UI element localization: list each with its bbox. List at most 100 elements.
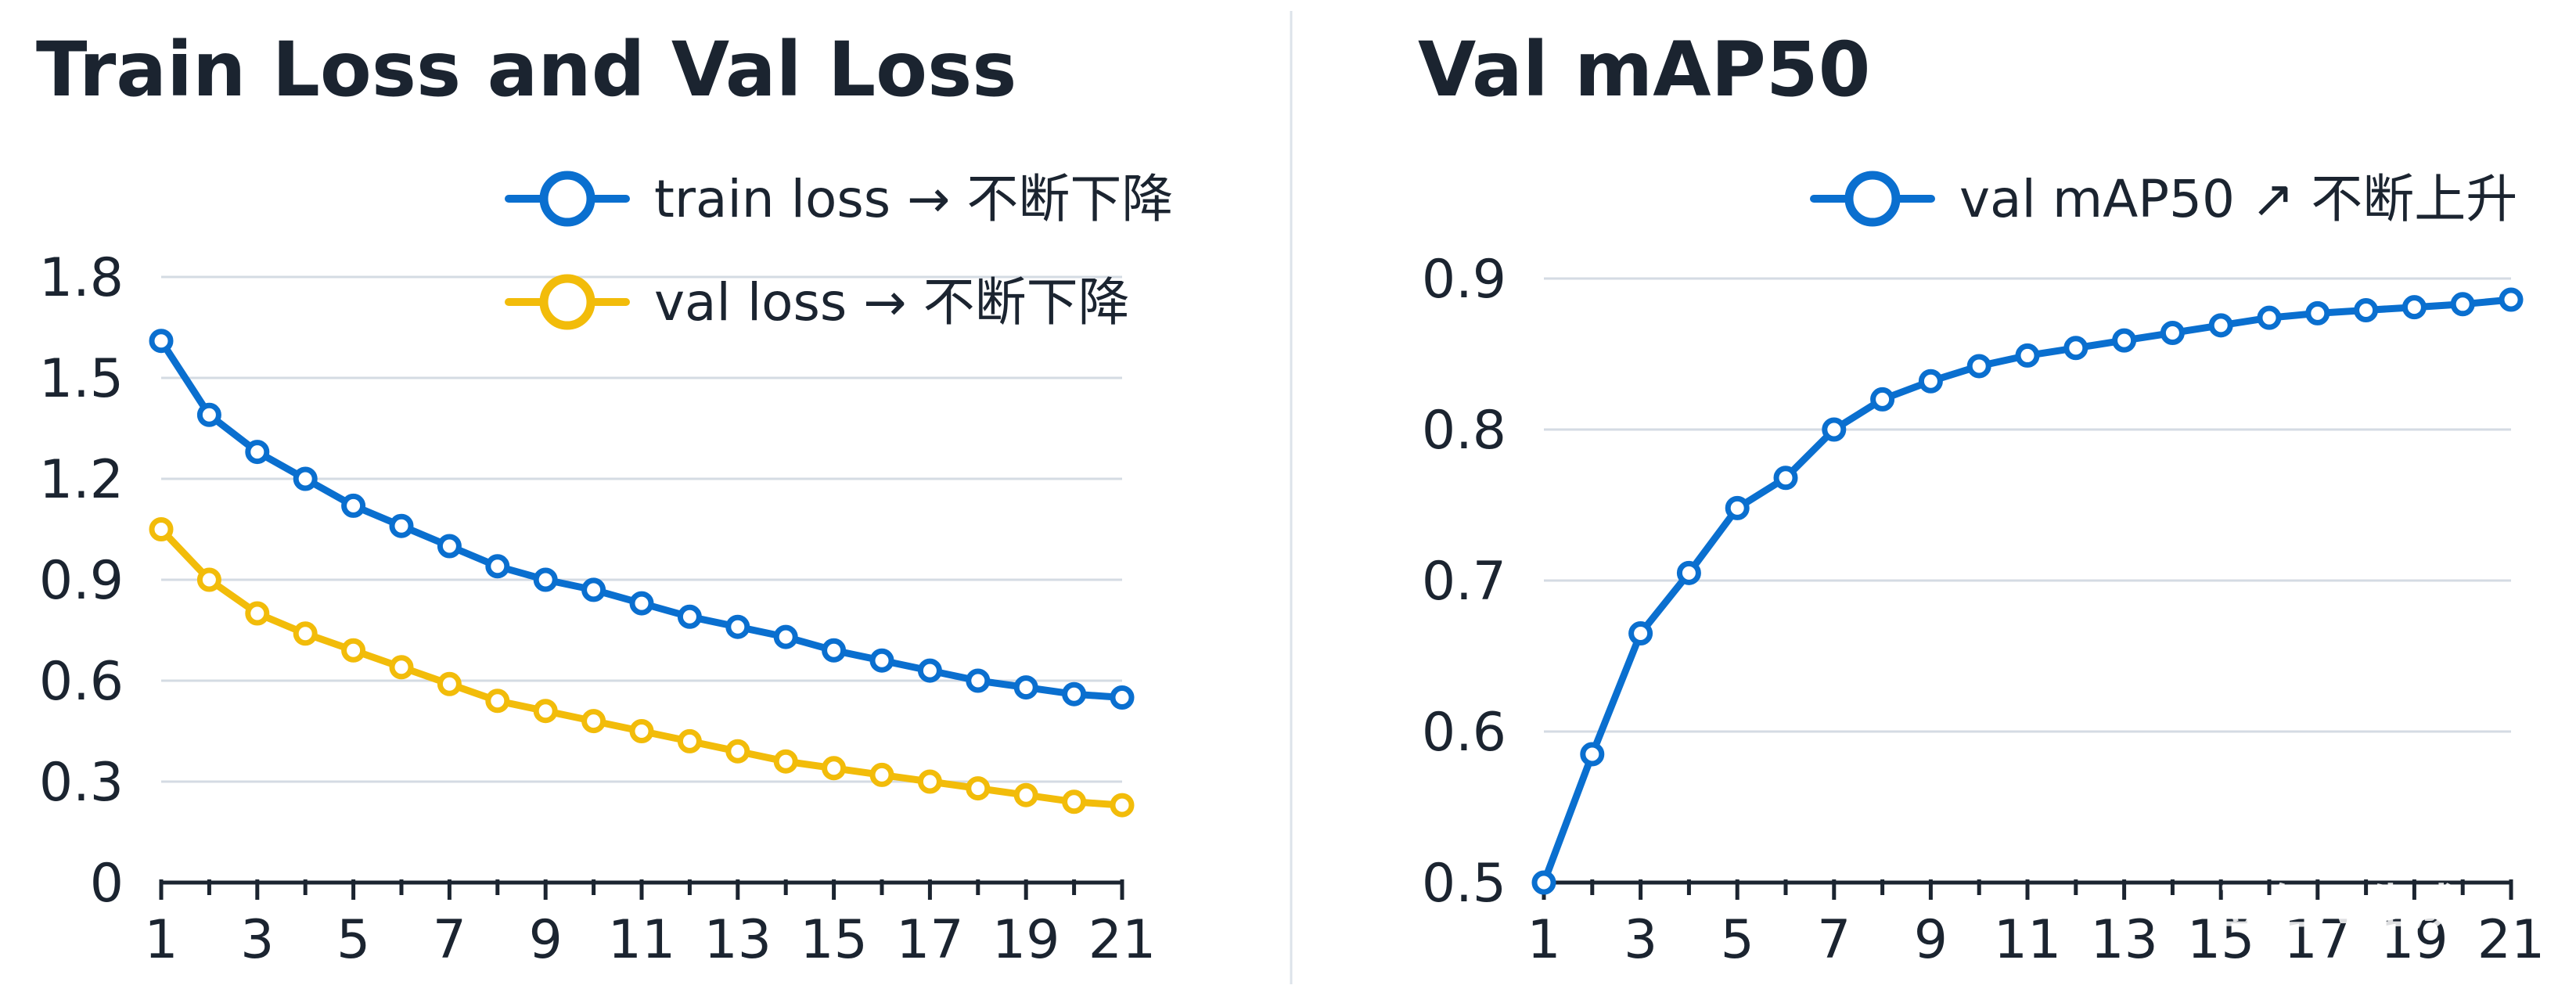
data-point: [341, 493, 366, 518]
data-point: [629, 591, 654, 616]
x-tick-label: 19: [992, 909, 1060, 971]
data-point: [245, 440, 270, 465]
y-tick-label: 1.8: [39, 247, 124, 309]
data-point: [966, 776, 991, 801]
x-tick-label: 21: [1088, 909, 1157, 971]
data-point: [677, 728, 702, 753]
legend-item: val loss → 不断下降: [505, 272, 1130, 333]
data-point: [2402, 295, 2427, 320]
x-tick-label: 7: [1817, 909, 1851, 971]
series-1: [149, 329, 1135, 710]
data-point: [1531, 870, 1556, 895]
legend-marker-icon: [539, 274, 595, 330]
data-point: [533, 567, 558, 592]
data-point: [966, 668, 991, 693]
data-point: [485, 554, 510, 579]
x-tick-label: 5: [336, 909, 370, 971]
data-point: [1725, 495, 1750, 520]
data-point: [822, 638, 847, 663]
data-point: [1966, 354, 1991, 379]
data-point: [2015, 343, 2040, 368]
data-point: [629, 719, 654, 743]
data-point: [293, 466, 318, 491]
y-tick-label: 0.8: [1422, 400, 1506, 462]
legend-item: train loss → 不断下降: [505, 169, 1173, 229]
y-tick-label: 1.5: [39, 348, 124, 410]
data-point: [2450, 292, 2475, 317]
data-point: [917, 658, 942, 683]
x-tick-label: 9: [529, 909, 563, 971]
legend-label: val loss → 不断下降: [654, 272, 1130, 333]
x-tick-label: 13: [704, 909, 772, 971]
y-tick-label: 0: [90, 853, 124, 915]
data-point: [149, 329, 174, 354]
series-1: [1531, 287, 2524, 895]
x-tick-label: 13: [2090, 909, 2158, 971]
data-point: [1870, 387, 1895, 412]
data-point: [581, 577, 606, 602]
y-tick-label: 0.6: [1422, 702, 1506, 764]
data-point: [485, 689, 510, 714]
data-point: [1062, 789, 1087, 814]
data-point: [1062, 681, 1087, 707]
x-tick-label: 11: [1994, 909, 2062, 971]
data-point: [581, 709, 606, 734]
data-point: [869, 762, 894, 787]
data-point: [389, 655, 414, 680]
data-point: [196, 567, 221, 592]
data-point: [1110, 793, 1135, 818]
data-point: [1822, 417, 1847, 442]
data-point: [2305, 300, 2330, 325]
legend-marker-icon: [539, 171, 595, 227]
data-point: [1773, 466, 1798, 491]
y-tick-label: 0.3: [39, 752, 124, 814]
series-line: [158, 527, 1123, 809]
data-point: [437, 534, 462, 559]
data-point: [196, 402, 221, 427]
data-point: [245, 601, 270, 626]
x-tick-label: 19: [2380, 909, 2448, 971]
y-tick-label: 0.7: [1422, 551, 1506, 613]
data-point: [822, 756, 847, 781]
y-tick-label: 0.5: [1422, 853, 1506, 915]
data-point: [1580, 742, 1605, 767]
x-tick-label: 3: [240, 909, 274, 971]
legend-marker-icon: [1844, 171, 1901, 227]
data-point: [389, 513, 414, 538]
data-point: [725, 739, 750, 764]
data-point: [725, 614, 750, 639]
legend-label: train loss → 不断下降: [654, 169, 1173, 229]
y-tick-label: 0.9: [39, 550, 124, 612]
x-tick-label: 11: [608, 909, 676, 971]
data-point: [2499, 287, 2524, 312]
x-tick-label: 3: [1624, 909, 1657, 971]
x-tick-label: 1: [1527, 909, 1560, 971]
x-tick-label: 21: [2477, 909, 2545, 971]
data-point: [2257, 305, 2282, 330]
data-point: [2160, 320, 2185, 345]
x-tick-label: 17: [2284, 909, 2352, 971]
data-point: [1110, 685, 1135, 710]
data-point: [773, 749, 798, 774]
y-tick-label: 1.2: [39, 449, 124, 511]
data-point: [293, 621, 318, 646]
data-point: [917, 769, 942, 794]
legend-label: val mAP50 ↗ 不断上升: [1959, 169, 2517, 229]
x-tick-label: 15: [800, 909, 868, 971]
x-tick-label: 9: [1914, 909, 1948, 971]
data-point: [1628, 621, 1653, 646]
x-tick-label: 7: [433, 909, 466, 971]
data-point: [1013, 675, 1038, 700]
chart-title: Val mAP50: [1418, 26, 1870, 113]
data-point: [437, 671, 462, 696]
data-point: [2208, 313, 2233, 338]
data-point: [341, 638, 366, 663]
data-point: [2112, 328, 2137, 353]
chart-panel-1: Train Loss and Val Loss 0 0.3 0.6 0.9 1.2 1.5 1…: [36, 26, 1173, 971]
watermark-label: 豆包AI生成: [2219, 880, 2461, 935]
x-tick-label: 15: [2187, 909, 2255, 971]
x-tick-label: 17: [896, 909, 964, 971]
y-tick-label: 0.9: [1422, 249, 1506, 311]
